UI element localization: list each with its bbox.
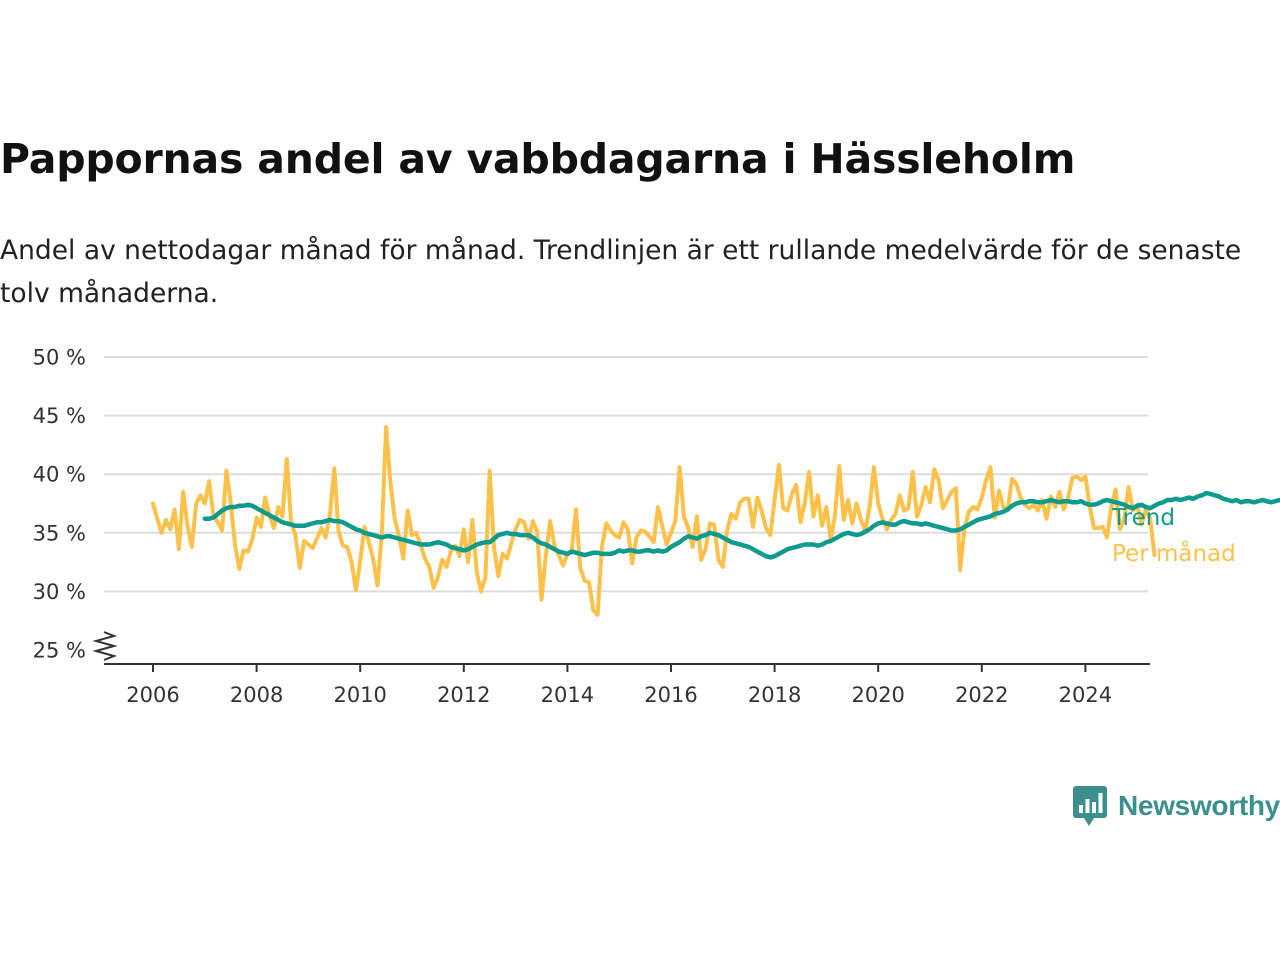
x-tick-label: 2022 — [955, 683, 1008, 707]
x-tick-label: 2008 — [230, 683, 283, 707]
chart-subtitle: Andel av nettodagar månad för månad. Tre… — [0, 235, 1242, 309]
legend-label-trend: Trend — [1111, 505, 1175, 531]
y-tick-label: 40 % — [33, 463, 86, 487]
newsworthy-logo-icon — [1073, 786, 1107, 826]
y-tick-label: 30 % — [33, 580, 86, 604]
x-tick-label: 2018 — [748, 683, 801, 707]
newsworthy-brand: Newsworthy — [1072, 784, 1280, 828]
x-tick-label: 2016 — [644, 683, 697, 707]
line-labels: Trend Per månad — [1111, 505, 1236, 567]
brand-name: Newsworthy — [1118, 790, 1280, 821]
x-tick-label: 2020 — [851, 683, 904, 707]
x-tick-label: 2006 — [126, 683, 179, 707]
series-lines — [151, 425, 1280, 617]
legend-label-per-manad: Per månad — [1112, 539, 1236, 567]
y-tick-label: 35 % — [33, 521, 86, 545]
series-line-per-manad — [151, 425, 1157, 617]
x-tick-label: 2014 — [541, 683, 594, 707]
series-line-trend — [202, 490, 1280, 560]
chart-title: Pappornas andel av vabbdagarna i Hässleh… — [0, 135, 1076, 183]
axis-break-icon — [92, 631, 118, 661]
y-tick-label: 50 % — [33, 346, 86, 370]
grid-lines — [104, 356, 1148, 593]
x-tick-label: 2024 — [1059, 683, 1112, 707]
x-tick-label: 2010 — [333, 683, 386, 707]
y-tick-label: 25 % — [33, 639, 86, 663]
x-tick-label: 2012 — [437, 683, 490, 707]
axes: 25 % 30 % 35 % 40 % 45 % 50 % 2006 2008 2010 2012… — [33, 346, 1150, 707]
y-tick-label: 45 % — [33, 404, 86, 428]
